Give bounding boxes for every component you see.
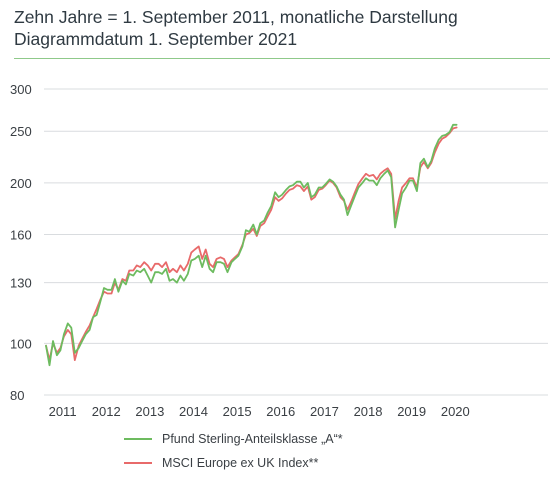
title-divider bbox=[14, 58, 550, 59]
y-tick-label-200: 200 bbox=[10, 176, 32, 191]
x-tick-label-2015: 2015 bbox=[223, 404, 252, 419]
title-line-2: Diagrammdatum 1. September 2021 bbox=[14, 29, 298, 49]
series-line-fund bbox=[45, 123, 458, 367]
legend-swatch-fund bbox=[124, 438, 152, 440]
x-tick-label-2011: 2011 bbox=[49, 404, 77, 419]
x-tick-label-2017: 2017 bbox=[310, 404, 339, 419]
y-tick-label-250: 250 bbox=[10, 124, 32, 139]
x-tick-label-2018: 2018 bbox=[354, 404, 383, 419]
y-tick-label-130: 130 bbox=[10, 276, 32, 291]
x-tick-label-2020: 2020 bbox=[441, 404, 470, 419]
legend-label-index: MSCI Europe ex UK Index** bbox=[162, 456, 319, 470]
x-tick-label-2016: 2016 bbox=[266, 404, 295, 419]
x-tick-label-2019: 2019 bbox=[397, 404, 426, 419]
title-line-1: Zehn Jahre = 1. September 2011, monatlic… bbox=[14, 7, 458, 27]
y-tick-label-160: 160 bbox=[10, 228, 32, 243]
legend-item-fund: Pfund Sterling-Anteilsklasse „A“* bbox=[124, 432, 343, 446]
y-tick-label-80: 80 bbox=[10, 388, 24, 403]
legend-label-fund: Pfund Sterling-Anteilsklasse „A“* bbox=[162, 432, 343, 446]
x-tick-label-2013: 2013 bbox=[135, 404, 164, 419]
chart-title: Zehn Jahre = 1. September 2011, monatlic… bbox=[14, 6, 458, 50]
y-tick-label-300: 300 bbox=[10, 82, 32, 97]
x-tick-label-2012: 2012 bbox=[92, 404, 121, 419]
x-tick-label-2014: 2014 bbox=[179, 404, 208, 419]
series-line-index bbox=[45, 126, 458, 362]
legend-swatch-index bbox=[124, 462, 152, 464]
legend-item-index: MSCI Europe ex UK Index** bbox=[124, 456, 318, 470]
y-tick-label-100: 100 bbox=[10, 336, 32, 351]
